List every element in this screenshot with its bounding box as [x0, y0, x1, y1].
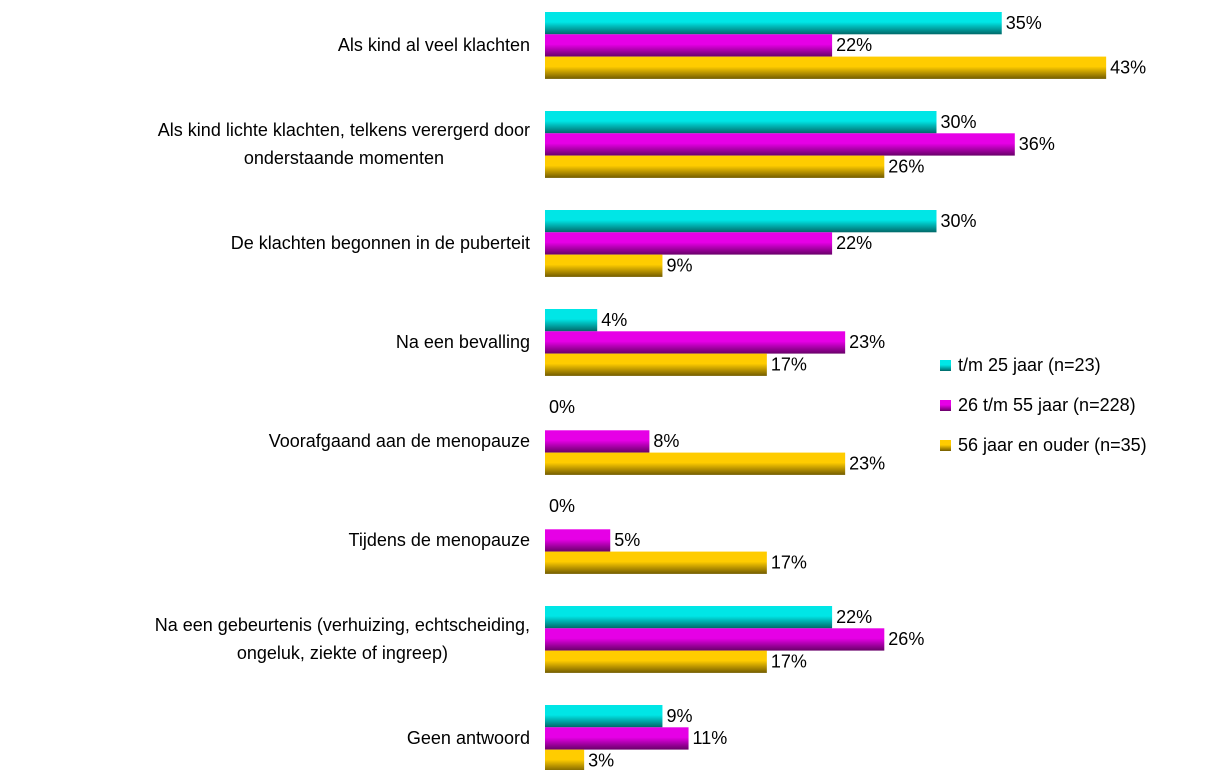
- value-label: 17%: [771, 553, 807, 573]
- value-label: 4%: [601, 310, 627, 330]
- bar: [545, 628, 885, 651]
- value-label: 26%: [888, 157, 924, 177]
- value-label: 0%: [549, 397, 575, 417]
- bar: [545, 705, 663, 728]
- bar: [545, 254, 663, 277]
- bar: [545, 133, 1015, 156]
- bar: [545, 34, 833, 57]
- value-label: 22%: [836, 35, 872, 55]
- bar: [545, 210, 937, 233]
- value-label: 26%: [888, 629, 924, 649]
- value-label: 43%: [1110, 58, 1146, 78]
- value-label: 35%: [1006, 13, 1042, 33]
- bar: [545, 232, 833, 255]
- category-label: Geen antwoord: [406, 728, 530, 749]
- bar: [545, 12, 1002, 35]
- category-label: Tijdens de menopauze: [348, 530, 530, 551]
- value-label: 22%: [836, 607, 872, 627]
- legend-label: 26 t/m 55 jaar (n=228): [958, 395, 1136, 415]
- bar: [545, 430, 650, 453]
- bar: [545, 529, 611, 552]
- value-label: 30%: [941, 211, 977, 231]
- value-label: 17%: [771, 355, 807, 375]
- value-label: 23%: [849, 332, 885, 352]
- category-label: Als kind lichte klachten, telkens vererg…: [157, 120, 530, 169]
- legend-swatch: [940, 400, 951, 411]
- bar: [545, 551, 767, 574]
- value-label: 3%: [588, 751, 614, 770]
- value-label: 9%: [666, 256, 692, 276]
- bar: [545, 56, 1107, 79]
- bar: [545, 650, 767, 673]
- bar: [545, 309, 598, 332]
- legend-swatch: [940, 360, 951, 371]
- bar: [545, 606, 833, 629]
- value-label: 5%: [614, 530, 640, 550]
- bar: [545, 727, 689, 750]
- category-label: De klachten begonnen in de puberteit: [230, 233, 530, 254]
- value-label: 23%: [849, 454, 885, 474]
- value-label: 9%: [666, 706, 692, 726]
- bar: [545, 111, 937, 134]
- category-label: Voorafgaand aan de menopauze: [268, 431, 530, 452]
- category-label: Als kind al veel klachten: [337, 35, 530, 56]
- value-label: 30%: [941, 112, 977, 132]
- legend-label: 56 jaar en ouder (n=35): [958, 435, 1147, 455]
- legend-swatch: [940, 440, 951, 451]
- value-label: 36%: [1019, 134, 1055, 154]
- bar: [545, 749, 585, 770]
- bar: [545, 452, 846, 475]
- legend-label: t/m 25 jaar (n=23): [958, 355, 1101, 375]
- bar: [545, 331, 846, 354]
- value-label: 8%: [653, 431, 679, 451]
- value-label: 17%: [771, 652, 807, 672]
- value-label: 11%: [693, 728, 728, 748]
- category-label: Na een gebeurtenis (verhuizing, echtsche…: [154, 615, 530, 664]
- value-label: 0%: [549, 496, 575, 516]
- bar: [545, 353, 767, 376]
- category-label: Na een bevalling: [395, 332, 530, 353]
- bar: [545, 155, 885, 178]
- value-label: 22%: [836, 233, 872, 253]
